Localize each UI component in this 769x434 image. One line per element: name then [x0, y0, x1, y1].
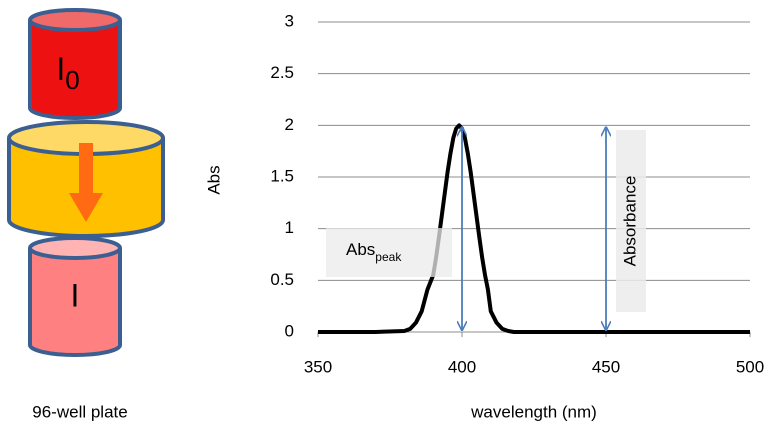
- incident-label: I0: [56, 51, 79, 94]
- y-tick-label: 0: [285, 321, 294, 340]
- annotation-label: Abspeak: [346, 240, 402, 264]
- annotation-box: [616, 130, 646, 312]
- annotation-subscript: peak: [375, 250, 402, 264]
- annotation-label: Absorbance: [620, 176, 639, 267]
- y-tick-label: 0.5: [270, 270, 294, 289]
- annotation-box: [326, 228, 452, 277]
- y-tick-label: 3: [285, 11, 294, 30]
- x-axis-label: wavelength (nm): [470, 402, 597, 421]
- transmitted-cylinder: [28, 248, 122, 357]
- light-arrow: [69, 143, 103, 222]
- line-series: [318, 123, 750, 334]
- annotation-text: Abs: [346, 240, 375, 259]
- chart: 0 0.5 1 1.5 2 2.5 3 350 400 450 500 wavelength (nm)…: [204, 11, 764, 421]
- x-tick-label: 350: [304, 357, 332, 376]
- y-tick-label: 2.5: [270, 63, 294, 82]
- transmitted-cylinder-top: [28, 236, 122, 260]
- transmitted-label: I: [71, 277, 80, 313]
- incident-subscript: 0: [65, 65, 79, 95]
- cuvette-diagram: I0 I 96-well plate: [7, 8, 165, 421]
- y-tick-label: 1: [285, 218, 294, 237]
- x-tick-label: 400: [448, 357, 476, 376]
- incident-letter: I: [56, 51, 65, 87]
- plate-label: 96-well plate: [32, 402, 127, 421]
- incident-cylinder-top: [28, 8, 122, 32]
- x-tick-label: 500: [736, 357, 764, 376]
- x-tick-label: 450: [592, 357, 620, 376]
- y-tick-label: 1.5: [270, 166, 294, 185]
- y-axis-label: Abs: [204, 165, 223, 194]
- y-tick-label: 2: [285, 115, 294, 134]
- incident-cylinder: [28, 20, 122, 120]
